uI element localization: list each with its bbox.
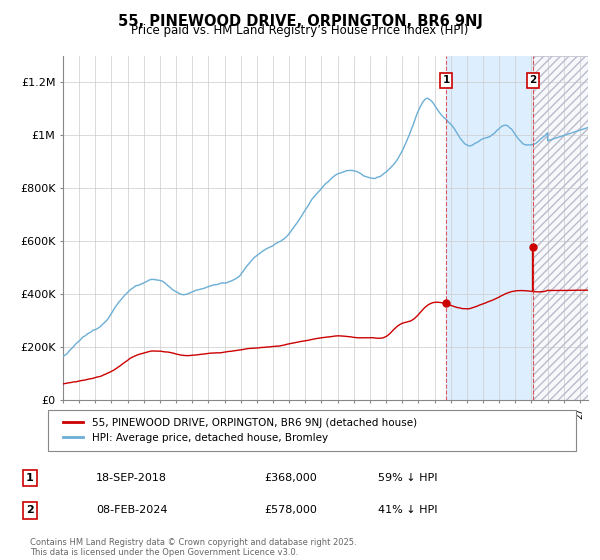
Text: £368,000: £368,000	[264, 473, 317, 483]
Text: 2: 2	[26, 505, 34, 515]
Text: Contains HM Land Registry data © Crown copyright and database right 2025.
This d: Contains HM Land Registry data © Crown c…	[30, 538, 356, 557]
Text: 41% ↓ HPI: 41% ↓ HPI	[378, 505, 437, 515]
Text: Price paid vs. HM Land Registry’s House Price Index (HPI): Price paid vs. HM Land Registry’s House …	[131, 24, 469, 37]
Text: 2: 2	[529, 75, 537, 85]
Text: 55, PINEWOOD DRIVE, ORPINGTON, BR6 9NJ: 55, PINEWOOD DRIVE, ORPINGTON, BR6 9NJ	[118, 14, 482, 29]
Legend: 55, PINEWOOD DRIVE, ORPINGTON, BR6 9NJ (detached house), HPI: Average price, det: 55, PINEWOOD DRIVE, ORPINGTON, BR6 9NJ (…	[58, 414, 421, 447]
Text: 1: 1	[26, 473, 34, 483]
FancyBboxPatch shape	[48, 410, 576, 451]
Bar	[446, 56, 533, 400]
Text: £578,000: £578,000	[264, 505, 317, 515]
Text: 59% ↓ HPI: 59% ↓ HPI	[378, 473, 437, 483]
Bar	[533, 56, 588, 400]
Bar	[533, 56, 588, 400]
Text: 1: 1	[443, 75, 450, 85]
Text: 18-SEP-2018: 18-SEP-2018	[96, 473, 167, 483]
Text: 08-FEB-2024: 08-FEB-2024	[96, 505, 167, 515]
Bar	[533, 56, 588, 400]
